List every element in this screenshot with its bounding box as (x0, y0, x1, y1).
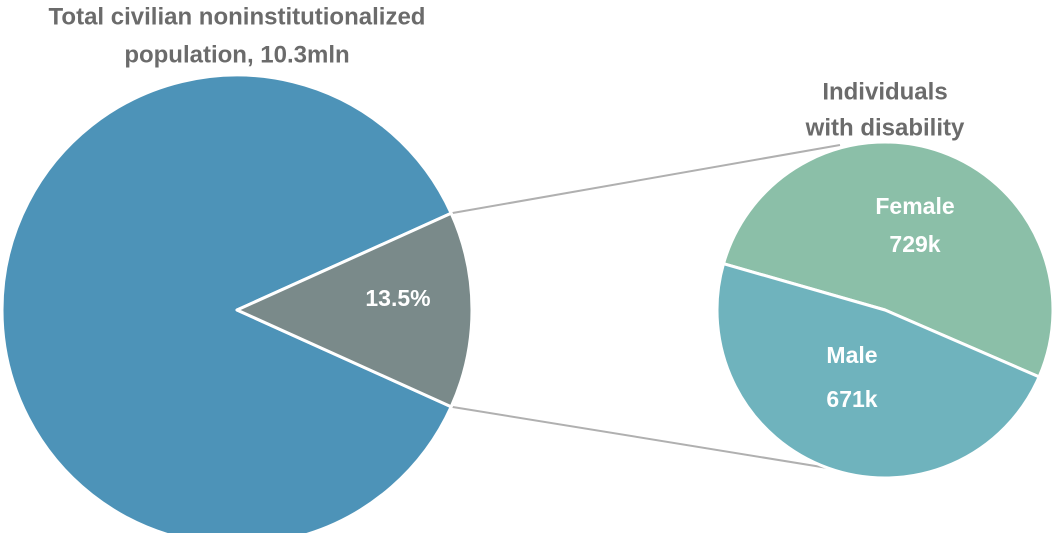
pie-slice (722, 140, 1055, 379)
chart-title: with disability (805, 114, 965, 141)
pie-slice (715, 262, 1041, 480)
value-label: 729k (889, 231, 940, 257)
chart-title: Individuals (822, 78, 947, 105)
pie-slice (0, 73, 453, 533)
chart-title: population, 10.3mln (124, 41, 349, 68)
connector-line (451, 144, 841, 215)
chart-title: Total civilian noninstitutionalized (49, 3, 426, 30)
pie-slice (235, 211, 474, 409)
connector-line (451, 405, 841, 471)
category-label: Male (826, 342, 877, 368)
value-label: 671k (826, 386, 877, 412)
category-label: Female (875, 193, 954, 219)
value-label: 13.5% (365, 285, 430, 311)
